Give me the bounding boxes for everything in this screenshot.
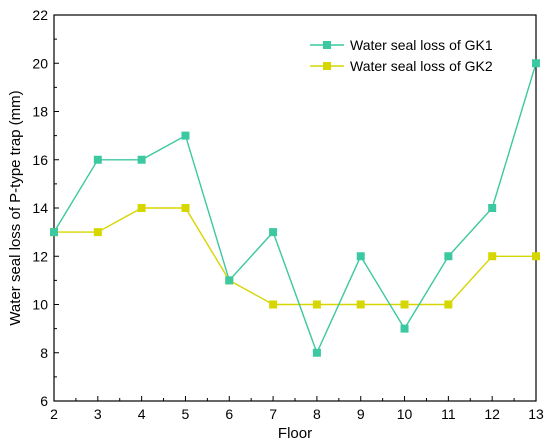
x-tick-label: 6 xyxy=(225,406,233,422)
data-point xyxy=(444,300,453,309)
x-tick-label: 9 xyxy=(357,406,365,422)
y-tick-label: 6 xyxy=(40,393,48,409)
x-tick-label: 13 xyxy=(528,406,544,422)
y-tick-label: 22 xyxy=(32,7,48,23)
y-axis-ticks: 6 8 10 12 14 16 18 20 22 xyxy=(32,7,59,409)
legend-marker xyxy=(323,41,331,49)
x-tick-label: 3 xyxy=(94,406,102,422)
data-point xyxy=(488,252,497,261)
data-point xyxy=(532,252,540,261)
series-1 xyxy=(50,59,540,357)
x-tick-label: 2 xyxy=(50,406,58,422)
y-tick-label: 18 xyxy=(32,104,48,120)
x-tick-label: 10 xyxy=(397,406,413,422)
data-point xyxy=(532,59,540,68)
legend-label: Water seal loss of GK1 xyxy=(350,37,493,53)
y-tick-label: 14 xyxy=(32,200,48,216)
x-tick-label: 11 xyxy=(441,406,456,422)
y-tick-label: 8 xyxy=(40,345,48,361)
data-point xyxy=(444,252,453,261)
data-point xyxy=(137,155,146,164)
data-point xyxy=(312,300,321,309)
series-line xyxy=(54,207,536,306)
data-point xyxy=(400,324,409,333)
data-point xyxy=(93,155,102,164)
data-point xyxy=(93,228,102,237)
y-tick-label: 12 xyxy=(32,248,48,264)
y-tick-label: 16 xyxy=(32,152,48,168)
x-tick-label: 5 xyxy=(182,406,190,422)
data-point xyxy=(312,348,321,357)
x-tick-label: 4 xyxy=(138,406,146,422)
series-layer xyxy=(50,59,540,357)
data-point xyxy=(269,228,278,237)
series-2 xyxy=(50,204,540,309)
data-point xyxy=(50,228,58,237)
x-axis-ticks: 2 3 4 5 6 7 8 9 10 11 12 13 xyxy=(50,396,544,422)
legend-label: Water seal loss of GK2 xyxy=(350,58,493,74)
y-tick-label: 20 xyxy=(32,55,48,71)
legend: Water seal loss of GK1 Water seal loss of… xyxy=(310,37,493,74)
y-tick-label: 10 xyxy=(32,297,48,313)
data-point xyxy=(181,204,190,212)
x-tick-label: 12 xyxy=(484,406,500,422)
data-point xyxy=(356,252,365,261)
data-point xyxy=(225,276,234,285)
data-point xyxy=(488,204,497,212)
data-point xyxy=(137,204,146,212)
data-point xyxy=(181,131,190,140)
data-point xyxy=(269,300,278,309)
x-axis-title: Floor xyxy=(278,425,312,442)
y-axis-title: Water seal loss of P-type trap (mm) xyxy=(7,90,24,325)
x-tick-label: 7 xyxy=(269,406,277,422)
legend-marker xyxy=(323,62,331,70)
x-tick-label: 8 xyxy=(313,406,321,422)
series-line xyxy=(53,63,537,355)
data-point xyxy=(356,300,365,309)
data-point xyxy=(400,300,409,309)
